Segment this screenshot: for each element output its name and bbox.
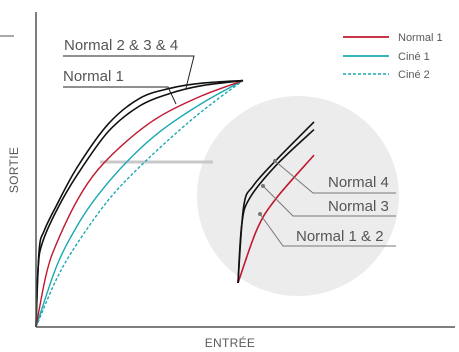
legend-label-normal1: Normal 1 bbox=[398, 32, 443, 44]
annotation-zoom-normal-3-text: Normal 3 bbox=[328, 198, 389, 215]
annotation-zoom-normal-12: Normal 1 & 2 bbox=[258, 212, 396, 247]
zoom-series-group bbox=[237, 121, 315, 284]
annotation-normal-1-text: Normal 1 bbox=[63, 68, 124, 85]
series-line-c1 bbox=[35, 79, 244, 328]
legend-label-cine2: Ciné 2 bbox=[398, 69, 430, 81]
annotation-zoom-normal-4-dot bbox=[273, 159, 277, 163]
annotation-normal-1-leader bbox=[63, 86, 177, 105]
annotation-zoom-normal-3: Normal 3 bbox=[261, 184, 396, 217]
series-line-n4 bbox=[35, 79, 244, 328]
legend-label-cine1: Ciné 1 bbox=[398, 51, 430, 63]
zoom-series-line-n1 bbox=[237, 154, 315, 284]
legend: Normal 1 Ciné 1 Ciné 2 bbox=[343, 32, 443, 81]
annotation-zoom-normal-12-text: Normal 1 & 2 bbox=[296, 228, 384, 245]
main-series-group bbox=[35, 79, 244, 328]
series-line-n1 bbox=[35, 79, 244, 328]
zoom-series-line-n4 bbox=[237, 121, 315, 284]
annotation-normal-234-text: Normal 2 & 3 & 4 bbox=[64, 37, 178, 54]
annotation-zoom-normal-3-dot bbox=[261, 184, 265, 188]
annotation-zoom-normal-4: Normal 4 bbox=[273, 159, 396, 194]
annotation-zoom-normal-4-leader bbox=[274, 160, 396, 194]
annotation-zoom-normal-12-leader bbox=[259, 213, 396, 247]
series-line-c2 bbox=[35, 80, 244, 328]
annotation-zoom-normal-3-leader bbox=[262, 185, 396, 217]
annotation-normal-234: Normal 2 & 3 & 4 bbox=[63, 37, 195, 89]
annotation-zoom-normal-4-text: Normal 4 bbox=[328, 174, 389, 191]
zoom-circle bbox=[197, 96, 399, 296]
x-axis-title: ENTRÉE bbox=[205, 335, 255, 350]
annotation-normal-234-leader bbox=[63, 55, 195, 89]
y-axis-title: SORTIE bbox=[7, 147, 21, 193]
annotation-normal-1: Normal 1 bbox=[63, 68, 177, 105]
annotation-zoom-normal-12-dot bbox=[258, 212, 262, 216]
